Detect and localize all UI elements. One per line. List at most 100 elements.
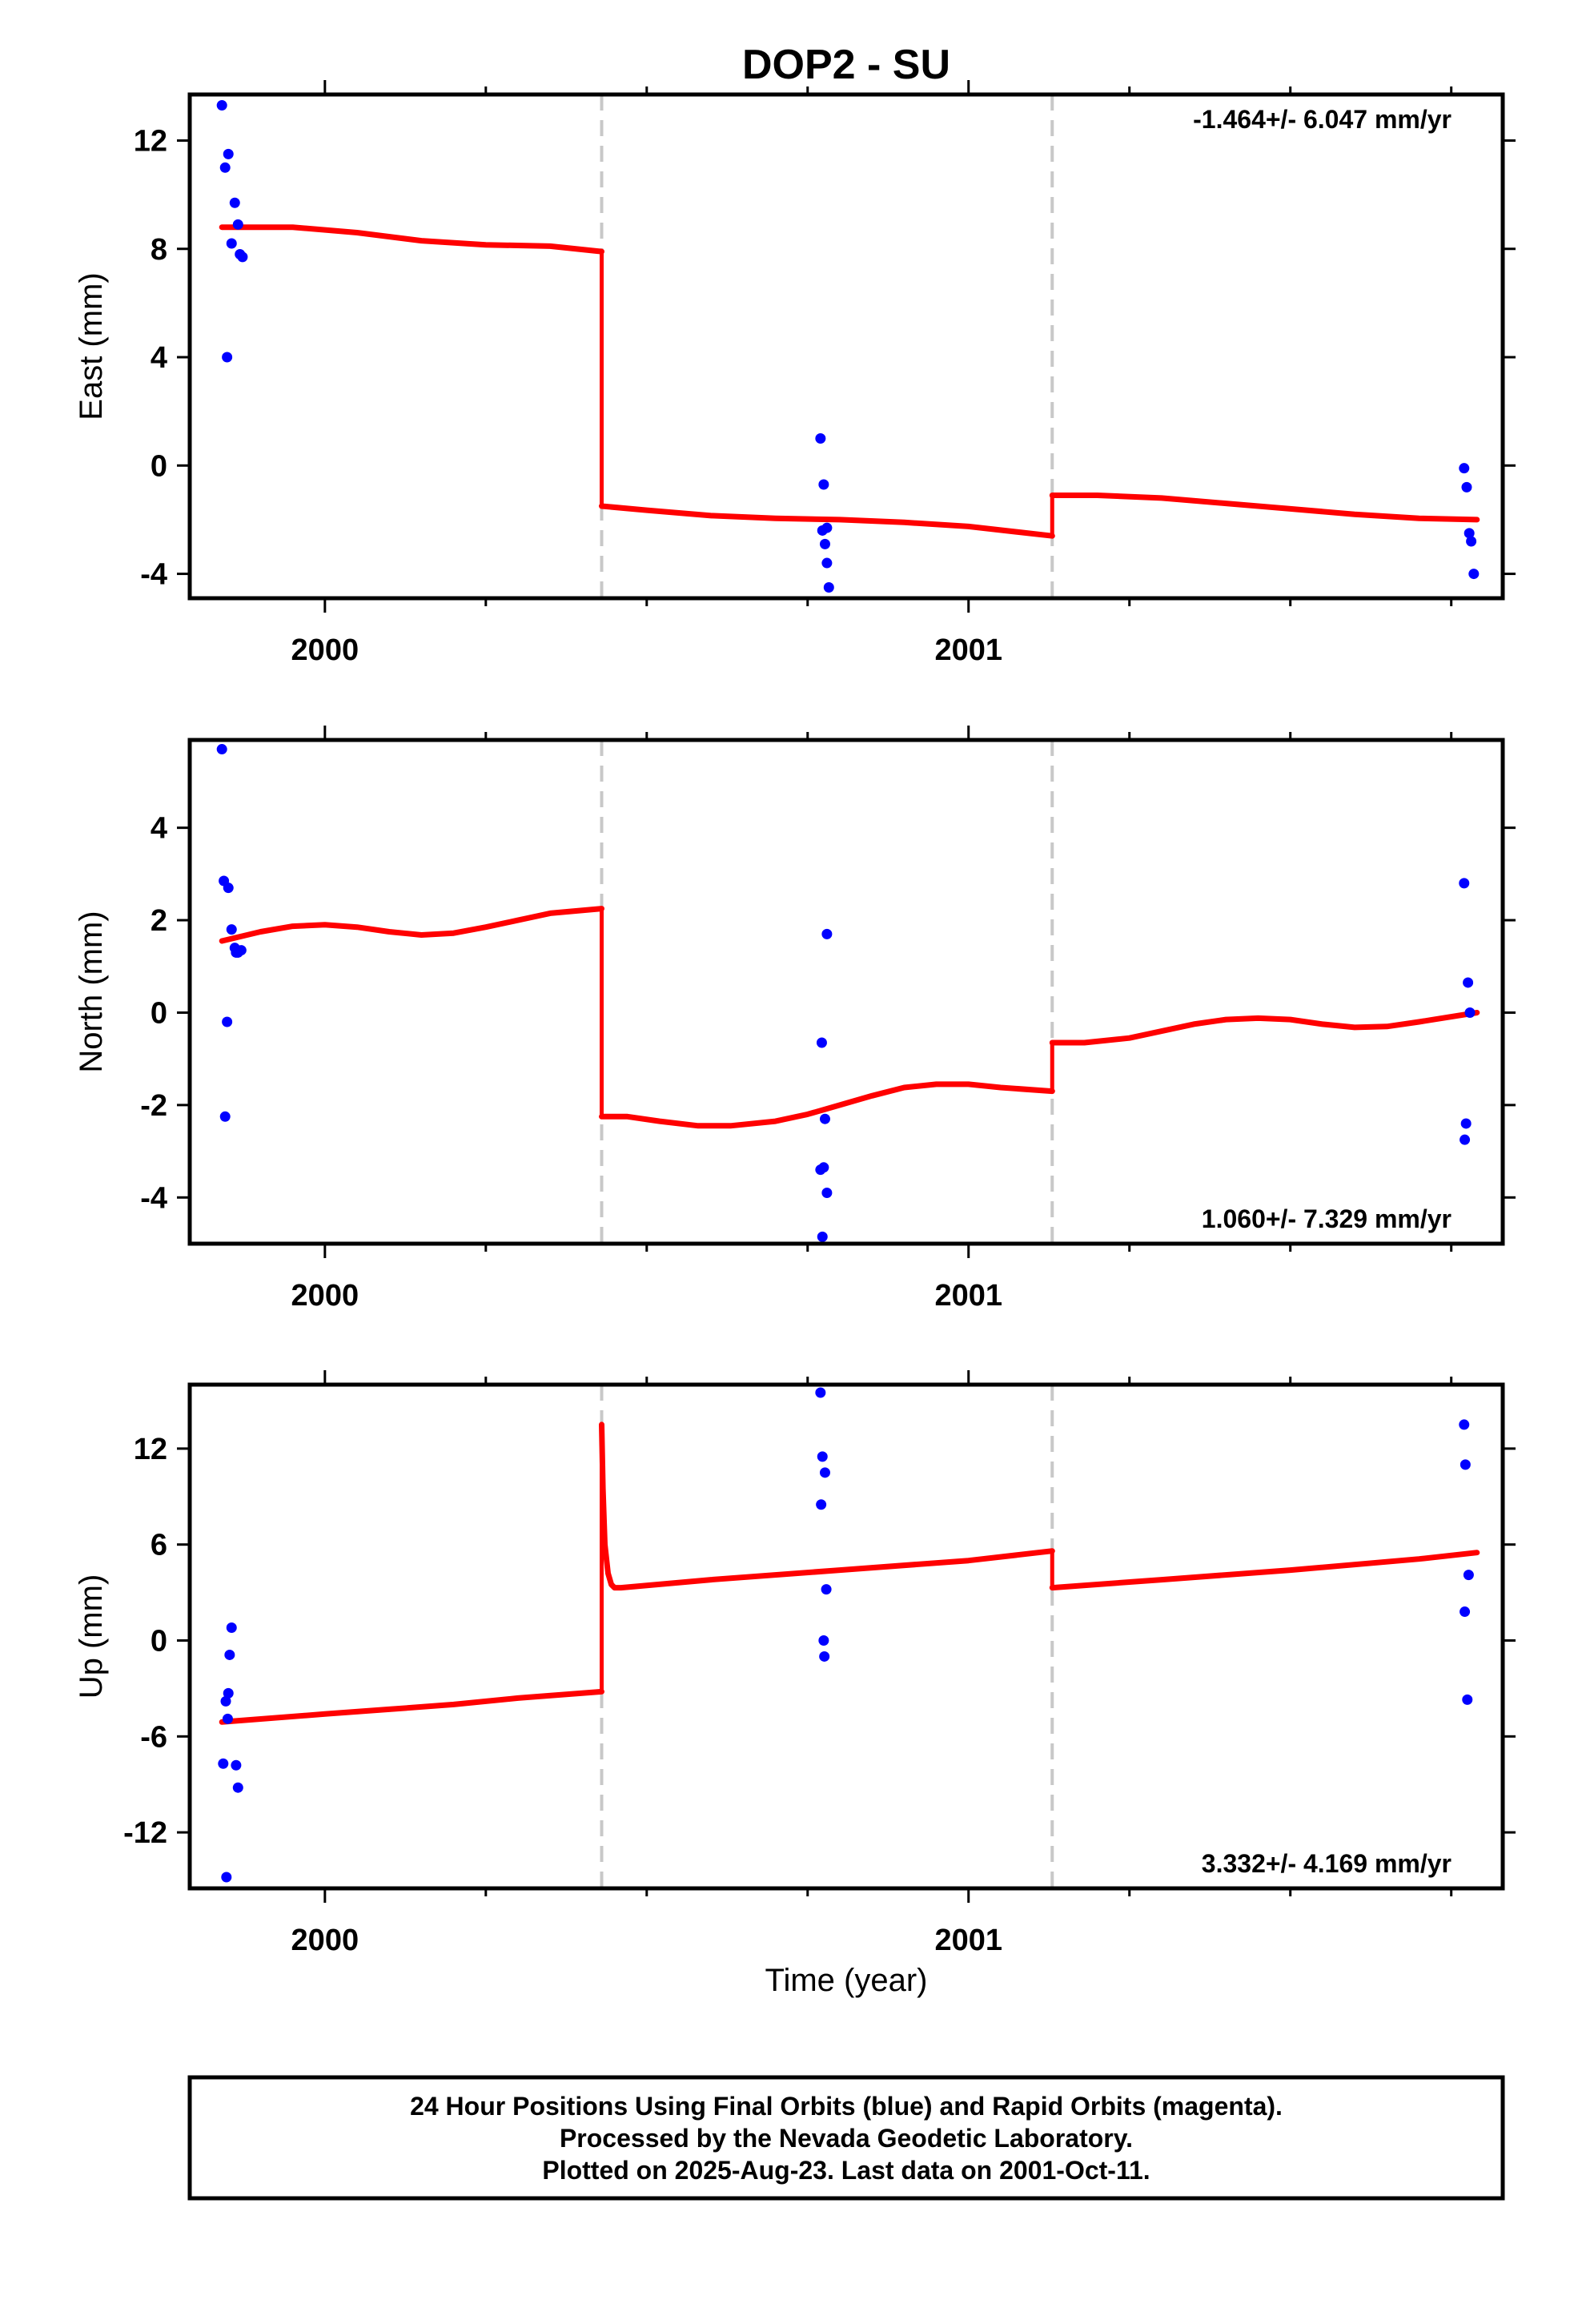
north-y-tick-label: 2 — [151, 904, 167, 938]
east-x-tick-label: 2000 — [291, 633, 359, 667]
up-data-point — [224, 1649, 235, 1660]
up-data-point — [221, 1872, 232, 1883]
east-y-tick-label: 4 — [151, 341, 167, 375]
up-data-point — [223, 1687, 234, 1699]
north-data-point — [821, 1188, 833, 1199]
east-data-point — [226, 238, 237, 249]
east-data-point — [1466, 536, 1477, 547]
east-data-point — [223, 148, 234, 159]
north-data-point — [1464, 1007, 1476, 1018]
north-data-point — [226, 924, 237, 935]
east-data-point — [821, 557, 833, 569]
north-y-tick-label: 0 — [151, 996, 167, 1030]
north-x-tick-label: 2000 — [291, 1279, 359, 1313]
north-rate-label: 1.060+/- 7.329 mm/yr — [1202, 1204, 1452, 1233]
north-data-point — [821, 928, 833, 939]
up-data-point — [1460, 1459, 1471, 1470]
east-data-point — [219, 162, 231, 173]
north-data-point — [819, 1113, 830, 1124]
east-y-tick-label: 0 — [151, 449, 167, 483]
north-model-fit-line — [599, 1081, 1055, 1129]
up-data-point — [226, 1622, 237, 1634]
up-data-point — [1463, 1570, 1474, 1581]
up-data-point — [220, 1695, 231, 1707]
east-panel: -4 0 4 8 12 2000 2001 East (mm) -1.464+/- 6.047 … — [74, 80, 1516, 667]
footer-box: 24 Hour Positions Using Final Orbits (bl… — [187, 2075, 1505, 2201]
north-data-point — [219, 1111, 231, 1122]
north-data-point — [1459, 878, 1470, 889]
north-data-point — [216, 744, 227, 755]
north-model-fit-line — [1049, 1010, 1480, 1046]
up-data-point — [817, 1451, 828, 1462]
east-data-point — [1464, 528, 1475, 539]
east-model-fit-line — [1049, 493, 1480, 523]
up-y-tick-label: 6 — [151, 1529, 167, 1562]
east-data-point — [216, 100, 227, 111]
footer-line-1: 24 Hour Positions Using Final Orbits (bl… — [410, 2092, 1283, 2121]
east-model-fit-line — [219, 224, 604, 255]
north-data-point — [1460, 1118, 1472, 1129]
up-rate-label: 3.332+/- 4.169 mm/yr — [1202, 1849, 1452, 1878]
east-y-tick-label: 8 — [151, 233, 167, 267]
up-data-point — [232, 1782, 243, 1793]
east-y-axis-title: East (mm) — [74, 272, 109, 420]
north-data-point — [235, 945, 247, 956]
up-y-tick-label: -6 — [140, 1720, 167, 1754]
east-data-point — [817, 525, 828, 536]
up-plot-frame — [187, 1382, 1505, 1891]
up-data-point — [1460, 1606, 1471, 1618]
east-data-point — [222, 352, 233, 363]
up-x-tick-label: 2001 — [934, 1924, 1002, 1957]
up-data-point — [222, 1713, 233, 1724]
north-data-point — [1460, 1134, 1471, 1145]
footer-line-3: Plotted on 2025-Aug-23. Last data on 200… — [542, 2156, 1150, 2185]
east-data-point — [1468, 569, 1480, 580]
up-y-tick-label: 0 — [151, 1624, 167, 1658]
north-data-point — [1463, 977, 1474, 988]
east-y-tick-label: -4 — [140, 558, 167, 592]
up-data-point — [231, 1759, 242, 1771]
up-model-fit-line — [599, 1421, 1055, 1591]
north-y-tick-label: -2 — [140, 1089, 167, 1123]
chart-title: DOP2 - SU — [742, 42, 950, 88]
north-data-point — [223, 883, 234, 894]
up-data-point — [819, 1467, 830, 1478]
up-data-point — [218, 1758, 229, 1769]
north-panel: -4 -2 0 2 4 2000 2001 North (mm) 1.060+/- 7.329 … — [74, 726, 1516, 1313]
east-model-fit-line — [599, 503, 1055, 539]
up-y-axis-title: Up (mm) — [74, 1574, 109, 1699]
east-data-point — [229, 197, 240, 208]
up-data-point — [818, 1634, 829, 1646]
up-data-point — [816, 1499, 827, 1510]
up-data-point — [1462, 1694, 1473, 1705]
east-data-point — [232, 219, 243, 230]
up-data-point — [815, 1387, 826, 1398]
east-data-point — [815, 432, 826, 444]
north-data-point — [816, 1037, 827, 1048]
east-data-point — [237, 251, 248, 263]
east-data-point — [818, 479, 829, 490]
north-y-axis-title: North (mm) — [74, 911, 109, 1072]
north-plot-frame — [187, 738, 1505, 1246]
east-plot-frame — [187, 92, 1505, 601]
east-data-point — [1461, 481, 1472, 493]
x-axis-title: Time (year) — [765, 1963, 928, 1998]
up-data-point — [819, 1651, 830, 1662]
north-y-tick-label: -4 — [140, 1181, 167, 1215]
east-data-point — [1459, 463, 1470, 474]
up-data-point — [1459, 1419, 1470, 1430]
north-x-tick-label: 2001 — [934, 1279, 1002, 1313]
up-y-tick-label: 12 — [134, 1433, 167, 1466]
north-data-point — [222, 1016, 233, 1027]
east-data-point — [823, 581, 834, 593]
north-y-tick-label: 4 — [151, 812, 167, 846]
footer-line-2: Processed by the Nevada Geodetic Laborat… — [560, 2124, 1133, 2153]
east-rate-label: -1.464+/- 6.047 mm/yr — [1193, 105, 1452, 134]
up-y-tick-label: -12 — [123, 1816, 167, 1850]
east-y-tick-label: 12 — [134, 124, 167, 158]
up-panel: -12 -6 0 6 12 2000 2001 Up (mm) 3.332+/- 4.169 m… — [74, 1370, 1516, 1957]
up-model-fit-line — [219, 1688, 604, 1725]
north-model-fit-line — [219, 906, 604, 944]
up-x-tick-label: 2000 — [291, 1924, 359, 1957]
